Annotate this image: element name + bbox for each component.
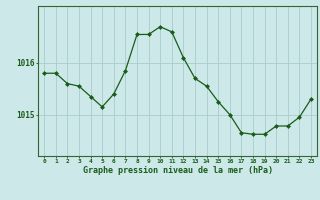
X-axis label: Graphe pression niveau de la mer (hPa): Graphe pression niveau de la mer (hPa) <box>83 166 273 175</box>
